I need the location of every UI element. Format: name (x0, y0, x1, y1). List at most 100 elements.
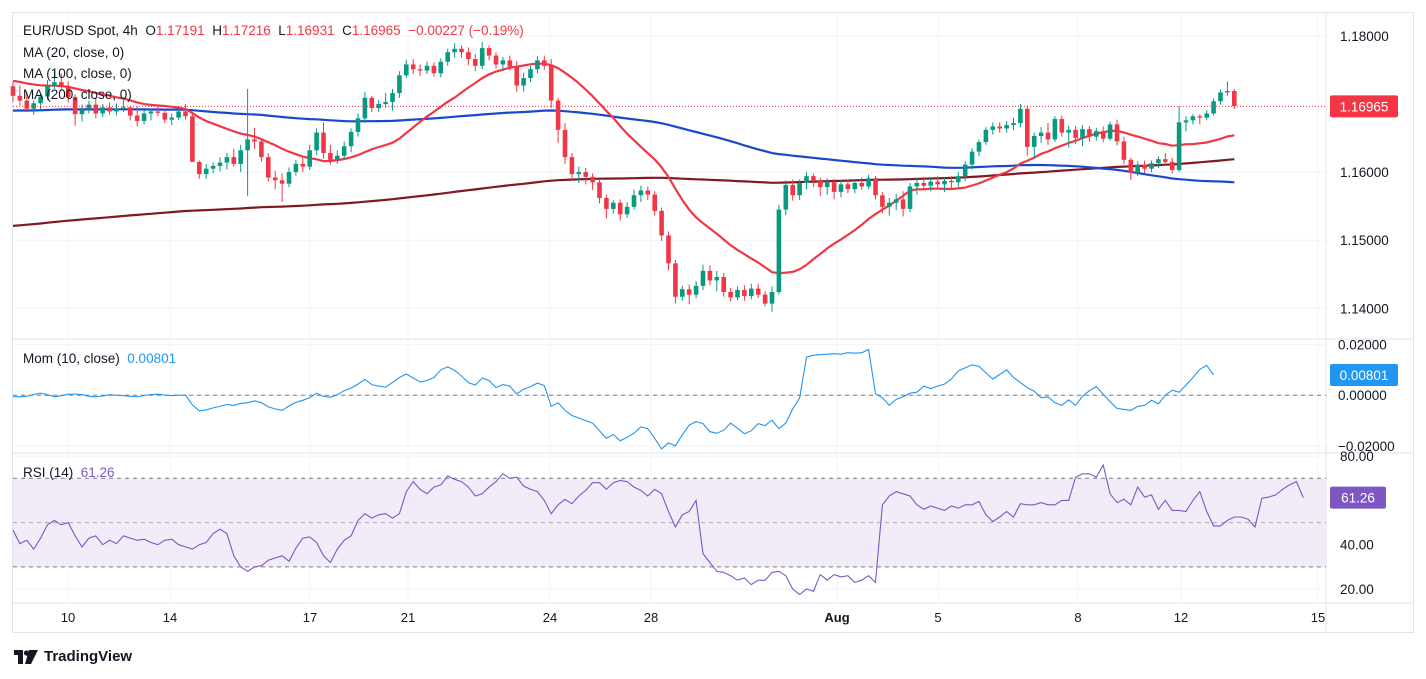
candle-down (190, 116, 195, 162)
high-label: H (212, 23, 222, 38)
x-tick-label: 15 (1311, 610, 1325, 625)
close-value: 1.16965 (351, 23, 401, 38)
candle-up (631, 195, 637, 207)
candle-up (1094, 131, 1099, 137)
candle-down (742, 289, 747, 297)
candle-down (321, 132, 326, 154)
candle-down (569, 157, 575, 175)
candle-up (1066, 129, 1071, 133)
candle-down (1121, 141, 1127, 160)
ma20-legend[interactable]: MA (20, close, 0) (23, 45, 125, 60)
candle-up (776, 209, 782, 292)
rsi-legend[interactable]: RSI (14) 61.26 (23, 465, 115, 480)
tradingview-logo[interactable]: TradingView (14, 648, 132, 665)
candle-up (1176, 122, 1182, 171)
candle-up (217, 162, 223, 166)
high-value: 1.17216 (221, 23, 271, 38)
candle-up (100, 107, 105, 114)
candle-up (335, 155, 340, 160)
rsi-value-badge (1330, 486, 1386, 509)
candle-down (562, 129, 568, 158)
candle-down (486, 48, 492, 56)
candle-up (404, 64, 409, 76)
rsi-y-tick-label: 20.00 (1340, 582, 1374, 597)
candle-up (79, 109, 85, 115)
x-tick-label: 17 (303, 610, 317, 625)
candle-down (900, 199, 906, 209)
x-tick-label: 5 (934, 610, 941, 625)
candle-up (341, 146, 347, 156)
candle-up (438, 61, 444, 74)
candle-down (873, 178, 878, 196)
candle-up (445, 52, 450, 62)
ma200-legend[interactable]: MA (200, close, 0) (23, 87, 132, 102)
price-y-tick-label: 1.15000 (1340, 233, 1389, 248)
candle-up (928, 181, 933, 186)
momentum-pane (12, 348, 1326, 450)
candle-up (86, 104, 92, 110)
candle-down (93, 104, 99, 114)
candle-down (673, 263, 678, 297)
candle-up (238, 150, 243, 164)
candle-up (714, 277, 720, 281)
x-tick-label: Aug (824, 610, 849, 625)
candle-up (783, 185, 789, 210)
candle-up (1190, 116, 1196, 121)
ma100-legend[interactable]: MA (100, close, 0) (23, 66, 132, 81)
mom-legend[interactable]: Mom (10, close) 0.00801 (23, 351, 176, 366)
candle-down (155, 111, 161, 113)
ma100-line (12, 108, 1235, 184)
candle-up (383, 101, 388, 104)
candle-down (666, 235, 671, 264)
x-tick-label: 8 (1074, 610, 1081, 625)
candle-down (1142, 164, 1147, 169)
ma20-line (12, 62, 1235, 275)
candle-up (307, 150, 312, 167)
candle-up (983, 129, 989, 143)
chart-border (12, 12, 1414, 633)
candle-down (1232, 91, 1237, 107)
candle-down (755, 288, 761, 295)
candle-up (38, 96, 43, 104)
candle-down (459, 48, 464, 53)
interval: 4h (122, 23, 138, 38)
candle-up (121, 107, 126, 109)
candle-down (514, 66, 519, 86)
candle-up (224, 157, 230, 163)
candle-down (583, 172, 588, 177)
candle-up (769, 291, 775, 304)
candle-up (500, 60, 506, 65)
candle-up (1156, 159, 1161, 164)
candle-up (1107, 124, 1113, 139)
rsi-label: RSI (14) (23, 465, 74, 480)
candle-down (707, 270, 713, 281)
candle-down (128, 107, 133, 116)
candle-up (1183, 120, 1189, 123)
candle-up (804, 176, 809, 183)
candle-down (542, 60, 547, 66)
candle-up (638, 190, 644, 196)
last-price-badge (1330, 95, 1398, 118)
candle-up (1052, 118, 1058, 140)
candle-down (880, 195, 885, 207)
candle-up (838, 184, 844, 192)
rsi-value-label: 61.26 (1341, 491, 1375, 506)
candle-up (693, 285, 699, 295)
price-y-tick-label: 1.14000 (1340, 301, 1389, 316)
candle-down (645, 190, 651, 195)
candle-up (1225, 91, 1230, 93)
candle-down (259, 141, 264, 158)
candle-up (887, 202, 892, 207)
candle-down (1169, 161, 1175, 171)
candle-down (604, 197, 609, 209)
candle-up (397, 75, 402, 94)
candle-up (535, 60, 540, 70)
candle-up (1031, 135, 1037, 147)
candle-up (31, 103, 36, 109)
rsi-line (12, 463, 1304, 596)
price-y-tick-label: 1.16000 (1340, 165, 1389, 180)
candle-up (286, 172, 292, 184)
mom-label: Mom (10, close) (23, 351, 120, 366)
candle-down (417, 69, 423, 71)
